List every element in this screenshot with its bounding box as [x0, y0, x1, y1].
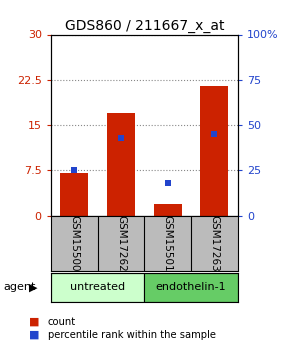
- Text: agent: agent: [3, 282, 35, 292]
- Text: untreated: untreated: [70, 282, 125, 292]
- Text: GSM17263: GSM17263: [209, 215, 220, 272]
- Text: GSM17262: GSM17262: [116, 215, 126, 272]
- Bar: [107, 113, 135, 216]
- Bar: [60, 173, 88, 216]
- Bar: [51, 273, 144, 302]
- Bar: [200, 86, 229, 216]
- Text: GSM15501: GSM15501: [163, 215, 173, 272]
- Text: endothelin-1: endothelin-1: [156, 282, 226, 292]
- Text: ■: ■: [29, 330, 39, 339]
- Text: ▶: ▶: [29, 282, 38, 292]
- Text: count: count: [48, 317, 76, 326]
- Bar: [154, 204, 182, 216]
- Bar: [144, 273, 238, 302]
- Text: ■: ■: [29, 317, 39, 326]
- Text: GSM15500: GSM15500: [69, 215, 79, 272]
- Title: GDS860 / 211667_x_at: GDS860 / 211667_x_at: [64, 19, 224, 33]
- Text: percentile rank within the sample: percentile rank within the sample: [48, 330, 216, 339]
